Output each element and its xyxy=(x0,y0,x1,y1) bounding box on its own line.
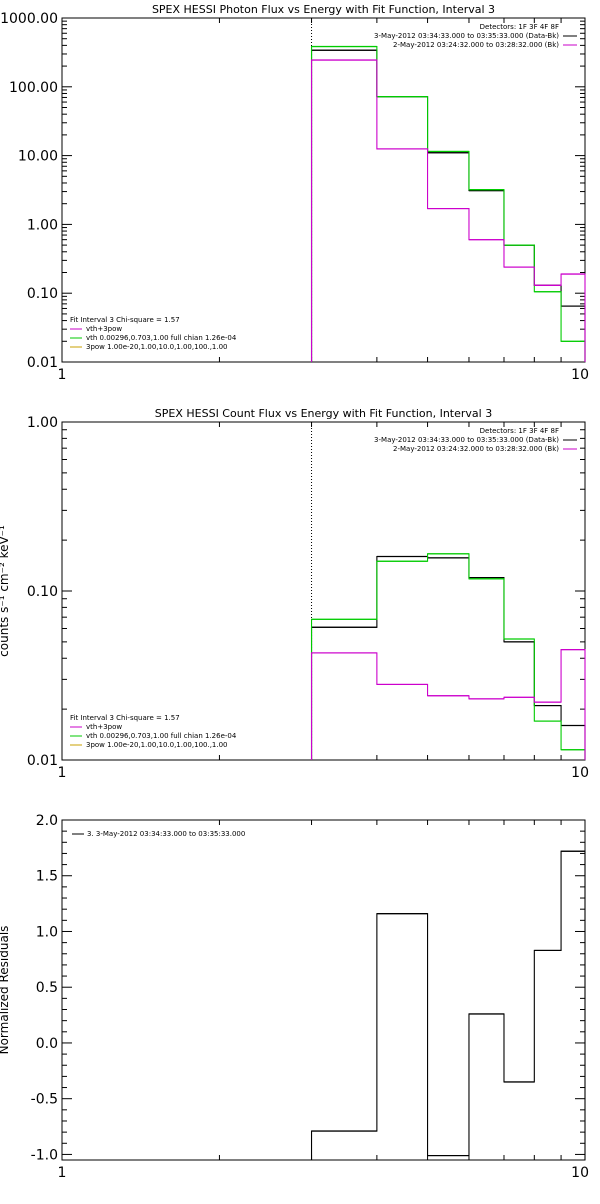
legend-bottom-entry: vth+3pow xyxy=(86,325,122,333)
series-2-line xyxy=(310,553,586,760)
y-tick-label: 100.00 xyxy=(9,80,58,96)
y-tick-label: 0.0 xyxy=(36,1036,58,1052)
plot-frame xyxy=(61,819,586,1161)
chart-panel-1: SPEX HESSI Photon Flux vs Energy with Fi… xyxy=(0,3,589,383)
y-tick-label: 2.0 xyxy=(36,813,58,829)
y-tick-label: 0.01 xyxy=(27,753,58,769)
series-3-line xyxy=(310,649,586,760)
legend-bottom-entry: Fit Interval 3 Chi-square = 1.57 xyxy=(70,316,180,324)
series-1-line xyxy=(310,850,586,1160)
x-tick-label: 10 xyxy=(571,765,589,781)
x-tick-label: 1 xyxy=(58,367,67,383)
chart-title: SPEX HESSI Count Flux vs Energy with Fit… xyxy=(155,407,492,420)
series-3 xyxy=(310,649,586,760)
y-tick-label: 1.00 xyxy=(27,415,58,431)
legend-top-entry: 3-May-2012 03:34:33.000 to 03:35:33.000 … xyxy=(374,32,559,40)
legend-bottom-entry: vth 0.00296,0.703,1.00 full chian 1.26e-… xyxy=(86,334,237,342)
x-tick-label: 1 xyxy=(58,1165,67,1181)
x-tick-label: 10 xyxy=(571,367,589,383)
chart-panel-2: SPEX HESSI Count Flux vs Energy with Fit… xyxy=(0,407,589,781)
x-tick-label: 1 xyxy=(58,765,67,781)
series-1 xyxy=(310,850,586,1160)
legend-top-entry: Detectors: 1F 3F 4F 8F xyxy=(480,23,559,31)
series-2 xyxy=(310,45,586,362)
legend-entry: 3. 3-May-2012 03:34:33.000 to 03:35:33.0… xyxy=(87,830,245,838)
y-tick-label: -0.5 xyxy=(31,1092,58,1108)
chart-panel-3: Normalized Residuals 1 10 -1.0 -0.5 0.0 0.5 1.0… xyxy=(0,813,589,1181)
y-tick-label: 1.0 xyxy=(36,924,58,940)
y-tick-label: 0.10 xyxy=(27,286,58,302)
legend-bottom-entry: vth 0.00296,0.703,1.00 full chian 1.26e-… xyxy=(86,732,237,740)
legend-top-entry: 3-May-2012 03:34:33.000 to 03:35:33.000 … xyxy=(374,436,559,444)
plot-frame xyxy=(61,421,586,761)
y-tick-label: 10.00 xyxy=(18,149,58,165)
y-axis-label: Normalized Residuals xyxy=(0,926,11,1055)
legend-bottom-entry: vth+3pow xyxy=(86,723,122,731)
y-tick-label: 1.5 xyxy=(36,869,58,885)
y-tick-label: 0.01 xyxy=(27,355,58,371)
series-3 xyxy=(310,59,586,362)
x-tick-label: 10 xyxy=(571,1165,589,1181)
series-1-line xyxy=(310,555,586,760)
series-1 xyxy=(310,49,586,362)
legend-bottom-entry: 3pow 1.00e-20,1.00,10.0,1.00,100.,1.00 xyxy=(86,343,228,351)
series-2 xyxy=(310,553,586,760)
series-1-line xyxy=(310,49,586,362)
legend-bottom-entry: 3pow 1.00e-20,1.00,10.0,1.00,100.,1.00 xyxy=(86,741,228,749)
y-tick-label: 1000.00 xyxy=(0,11,58,27)
y-tick-label: 1.00 xyxy=(27,217,58,233)
legend-top-entry: Detectors: 1F 3F 4F 8F xyxy=(480,427,559,435)
plot-frame xyxy=(61,17,586,363)
y-tick-label: 0.10 xyxy=(27,584,58,600)
legend-top-entry: 2-May-2012 03:24:32.000 to 03:28:32.000 … xyxy=(393,445,559,453)
y-axis-label: counts s⁻¹ cm⁻² keV⁻¹ xyxy=(0,525,11,657)
chart-title: SPEX HESSI Photon Flux vs Energy with Fi… xyxy=(152,3,495,16)
series-3-line xyxy=(310,59,586,362)
series-2-line xyxy=(310,45,586,362)
y-tick-label: 0.5 xyxy=(36,980,58,996)
series-1 xyxy=(310,555,586,760)
legend-bottom-entry: Fit Interval 3 Chi-square = 1.57 xyxy=(70,714,180,722)
y-tick-label: -1.0 xyxy=(31,1147,58,1163)
legend-top-entry: 2-May-2012 03:24:32.000 to 03:28:32.000 … xyxy=(393,41,559,49)
